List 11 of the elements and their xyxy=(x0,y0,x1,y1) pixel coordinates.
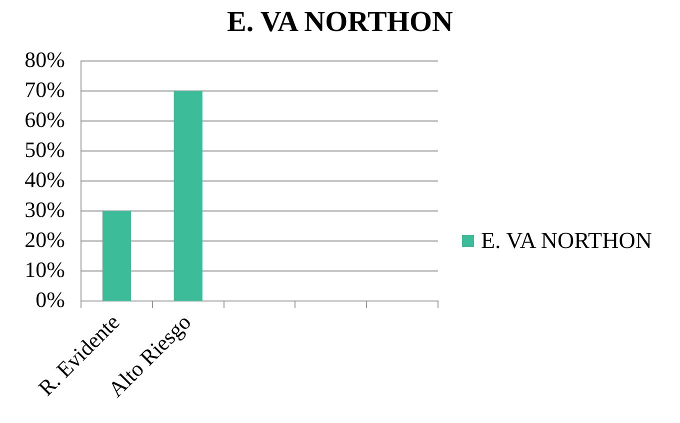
chart-title: E. VA NORTHON xyxy=(226,5,454,39)
y-tick-label: 0% xyxy=(36,286,65,312)
y-tick-label: 40% xyxy=(24,166,65,192)
y-tick-label: 80% xyxy=(24,46,65,72)
legend-label: E. VA NORTHON xyxy=(481,228,652,253)
y-tick-label: 30% xyxy=(24,196,65,222)
y-tick-label: 10% xyxy=(24,256,65,282)
y-tick-label: 60% xyxy=(24,106,65,132)
y-tick-label: 20% xyxy=(24,226,65,252)
y-tick-label: 70% xyxy=(24,76,65,102)
y-tick-label: 50% xyxy=(24,136,65,162)
